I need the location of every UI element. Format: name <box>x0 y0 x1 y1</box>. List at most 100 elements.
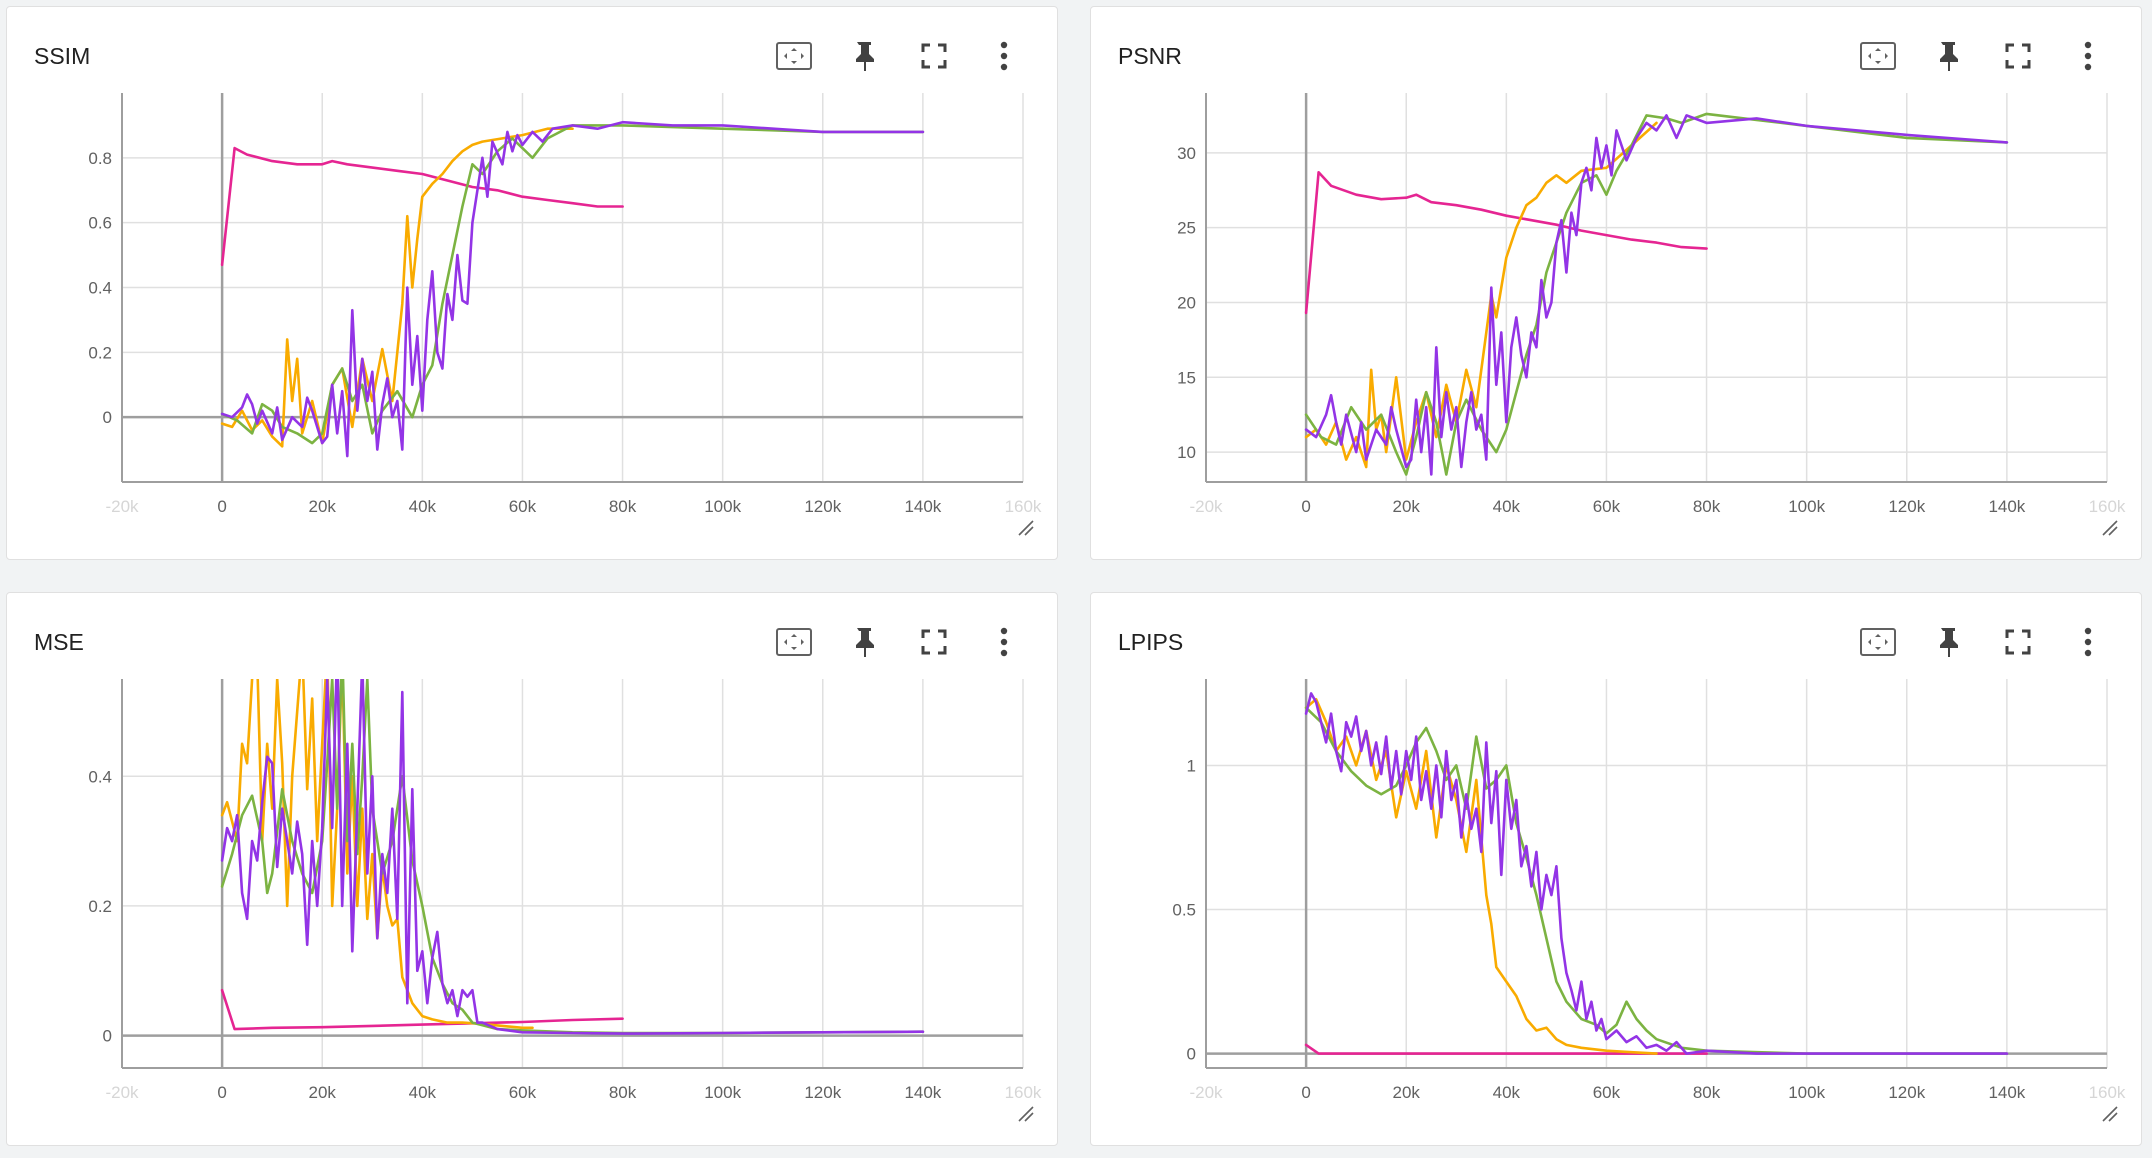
series-group <box>1304 692 2009 1055</box>
x-tick-label: 0 <box>1301 1083 1310 1102</box>
x-tick-label: 60k <box>1593 497 1621 516</box>
y-tick-label: 0.5 <box>1172 901 1196 920</box>
series-group <box>1304 112 2009 476</box>
x-tick-label: -20k <box>1189 497 1223 516</box>
mse-line-chart[interactable]: -20k 0 20k 40k 60k 80k 100k 120k 140k 160k 0 0.2 0.4 <box>7 593 1057 1145</box>
x-tick-label: 0 <box>217 497 226 516</box>
grid-lines <box>1205 679 2108 1068</box>
x-tick-label: 20k <box>1393 1083 1421 1102</box>
fit-domain-icon <box>1860 42 1896 70</box>
x-tick-label: 80k <box>609 497 637 516</box>
card-toolbar <box>1843 617 2123 667</box>
more-options-button[interactable] <box>969 617 1039 667</box>
resize-handle-icon[interactable] <box>2101 519 2119 537</box>
x-tick-label: 20k <box>1393 497 1421 516</box>
series-line-run-orange <box>1304 697 1658 1055</box>
x-tick-label: 140k <box>904 1083 941 1102</box>
y-tick-label: 0 <box>1187 1045 1196 1064</box>
card-toolbar <box>759 617 1039 667</box>
x-tick-label: 0 <box>217 1083 226 1102</box>
y-tick-label: 20 <box>1177 293 1196 312</box>
x-tick-label: 40k <box>409 497 437 516</box>
x-tick-label: 60k <box>1593 1083 1621 1102</box>
more-options-button[interactable] <box>2053 617 2123 667</box>
x-tick-label: 120k <box>1888 1083 1925 1102</box>
fit-domain-icon <box>1860 628 1896 656</box>
pin-icon <box>856 42 874 71</box>
fullscreen-icon <box>2005 43 2031 69</box>
x-tick-label: 160k <box>2089 497 2126 516</box>
y-tick-label: 0.6 <box>88 214 112 233</box>
chart-card-mse: MSE -20k 0 20k 40k 60k 80k 100k 120k 140k 160k 0 0.… <box>6 592 1058 1146</box>
x-tick-label: -20k <box>1189 1083 1223 1102</box>
more-vert-icon <box>2084 627 2092 657</box>
more-vert-icon <box>2084 41 2092 71</box>
chart-card-ssim: SSIM -20k 0 20k 40k 60k 80k 100k 120k 140k 160k 0 0… <box>6 6 1058 560</box>
fit-domain-icon <box>776 42 812 70</box>
y-tick-label: 0.4 <box>88 767 112 786</box>
fit-domain-button[interactable] <box>759 31 829 81</box>
fullscreen-icon <box>2005 629 2031 655</box>
series-line-run-purple <box>220 679 925 1035</box>
lpips-line-chart[interactable]: -20k 0 20k 40k 60k 80k 100k 120k 140k 160k 0 0.5 1 <box>1091 593 2141 1145</box>
resize-handle-icon[interactable] <box>2101 1105 2119 1123</box>
fullscreen-button[interactable] <box>899 31 969 81</box>
fullscreen-button[interactable] <box>899 617 969 667</box>
pin-button[interactable] <box>829 31 899 81</box>
x-tick-label: 20k <box>309 497 337 516</box>
x-tick-label: 0 <box>1301 497 1310 516</box>
fullscreen-icon <box>921 629 947 655</box>
resize-handle-icon[interactable] <box>1017 1105 1035 1123</box>
y-tick-label: 0 <box>103 408 112 427</box>
series-group <box>220 120 925 458</box>
series-line-run-green <box>1304 112 2009 476</box>
chart-title: MSE <box>34 629 84 655</box>
series-line-run-magenta <box>220 146 624 267</box>
y-tick-label: 1 <box>1187 756 1196 775</box>
x-tick-label: 120k <box>1888 497 1925 516</box>
y-tick-label: 0.2 <box>88 897 112 916</box>
x-tick-label: 60k <box>509 1083 537 1102</box>
x-tick-label: 20k <box>309 1083 337 1102</box>
series-line-run-green <box>1304 706 2009 1055</box>
pin-icon <box>856 628 874 657</box>
chart-title: SSIM <box>34 43 91 69</box>
series-group <box>220 679 925 1035</box>
x-tick-label: 140k <box>1988 497 2025 516</box>
pin-button[interactable] <box>829 617 899 667</box>
y-tick-label: 0.8 <box>88 149 112 168</box>
y-tick-label: 10 <box>1177 443 1196 462</box>
fullscreen-button[interactable] <box>1983 31 2053 81</box>
x-tick-label: 40k <box>409 1083 437 1102</box>
y-tick-label: 0.4 <box>88 279 112 298</box>
grid-lines <box>1205 93 2108 482</box>
pin-icon <box>1940 628 1958 657</box>
series-line-run-purple <box>220 120 925 458</box>
more-options-button[interactable] <box>969 31 1039 81</box>
more-options-button[interactable] <box>2053 31 2123 81</box>
pin-button[interactable] <box>1913 31 1983 81</box>
series-line-run-orange <box>220 127 574 448</box>
pin-button[interactable] <box>1913 617 1983 667</box>
card-toolbar <box>759 31 1039 81</box>
fit-domain-button[interactable] <box>759 617 829 667</box>
y-tick-label: 0 <box>103 1027 112 1046</box>
grid-lines <box>121 679 1024 1068</box>
x-tick-label: -20k <box>105 1083 139 1102</box>
y-tick-label: 15 <box>1177 368 1196 387</box>
series-line-run-purple <box>1304 114 2009 476</box>
ssim-line-chart[interactable]: -20k 0 20k 40k 60k 80k 100k 120k 140k 160k 0 0.2 0.4… <box>7 7 1057 559</box>
x-tick-label: 140k <box>904 497 941 516</box>
x-tick-label: 100k <box>704 497 741 516</box>
series-line-run-green <box>220 124 925 445</box>
fit-domain-button[interactable] <box>1843 31 1913 81</box>
fit-domain-button[interactable] <box>1843 617 1913 667</box>
pin-icon <box>1940 42 1958 71</box>
psnr-line-chart[interactable]: -20k 0 20k 40k 60k 80k 100k 120k 140k 160k 10 15 20 2… <box>1091 7 2141 559</box>
x-tick-label: 80k <box>1693 1083 1721 1102</box>
x-tick-label: 120k <box>804 1083 841 1102</box>
resize-handle-icon[interactable] <box>1017 519 1035 537</box>
x-tick-label: 40k <box>1493 1083 1521 1102</box>
chart-title: PSNR <box>1118 43 1182 69</box>
fullscreen-button[interactable] <box>1983 617 2053 667</box>
